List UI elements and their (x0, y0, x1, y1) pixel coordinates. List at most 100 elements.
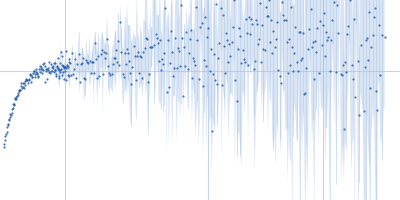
Point (186, 37, 193, 40)
Point (18, 82, 24, 85)
Point (6, 118, 12, 121)
Point (76, 80, 83, 83)
Point (64, 65, 71, 68)
Point (135, 51, 141, 54)
Point (45, 66, 52, 69)
Point (145, 80, 151, 83)
Point (237, 35, 244, 38)
Point (19, 86, 25, 90)
Point (13, 96, 19, 99)
Point (38, 65, 44, 69)
Point (379, 33, 386, 36)
Point (296, 31, 302, 34)
Point (322, 55, 328, 58)
Point (369, 33, 376, 36)
Point (58, 67, 64, 70)
Point (51, 62, 57, 65)
Point (216, 41, 223, 45)
Point (254, 23, 260, 26)
Point (147, 46, 153, 49)
Point (154, 41, 161, 45)
Point (250, 67, 257, 71)
Point (208, 48, 214, 51)
Point (33, 68, 40, 71)
Point (158, 68, 164, 72)
Point (53, 65, 60, 68)
Point (366, 11, 372, 14)
Point (91, 71, 97, 74)
Point (217, 6, 224, 9)
Point (36, 67, 42, 70)
Point (125, 51, 131, 55)
Point (328, 38, 334, 41)
Point (21, 86, 27, 89)
Point (173, 66, 180, 70)
Point (358, 44, 365, 47)
Point (333, 70, 339, 73)
Point (222, 71, 228, 74)
Point (116, 64, 122, 67)
Point (199, 22, 205, 25)
Point (98, 48, 105, 51)
Point (84, 61, 90, 64)
Point (57, 71, 64, 74)
Point (62, 70, 68, 73)
Point (35, 75, 41, 78)
Point (287, 64, 293, 67)
Point (177, 64, 183, 68)
Point (140, 50, 147, 53)
Point (92, 42, 98, 45)
Point (156, 60, 162, 63)
Point (291, 51, 298, 54)
Point (105, 65, 112, 68)
Point (132, 54, 138, 57)
Point (57, 68, 63, 71)
Point (190, 56, 196, 59)
Point (277, 74, 283, 78)
Point (301, 93, 308, 96)
Point (298, 58, 304, 61)
Point (129, 65, 136, 68)
Point (66, 60, 72, 64)
Point (264, 14, 270, 17)
Point (122, 52, 128, 55)
Point (230, 0, 237, 2)
Point (172, 37, 179, 40)
Point (32, 73, 38, 76)
Point (93, 57, 99, 61)
Point (315, 71, 322, 74)
Point (46, 70, 53, 73)
Point (194, 38, 201, 41)
Point (220, 13, 226, 16)
Point (58, 64, 65, 67)
Point (54, 65, 60, 68)
Point (97, 53, 104, 56)
Point (58, 50, 64, 53)
Point (48, 65, 55, 69)
Point (372, 6, 378, 9)
Point (90, 60, 96, 63)
Point (50, 64, 56, 67)
Point (110, 56, 117, 59)
Point (119, 72, 126, 75)
Point (130, 44, 137, 47)
Point (41, 62, 47, 65)
Point (268, 18, 274, 22)
Point (56, 76, 62, 79)
Point (27, 74, 34, 77)
Point (2, 134, 9, 138)
Point (29, 75, 35, 78)
Point (142, 37, 149, 40)
Point (26, 77, 32, 80)
Point (28, 80, 34, 83)
Point (88, 71, 94, 74)
Point (215, 57, 222, 60)
Point (334, 3, 340, 6)
Point (223, 32, 229, 35)
Point (78, 63, 84, 66)
Point (53, 73, 60, 76)
Point (171, 66, 178, 69)
Point (51, 70, 58, 74)
Point (114, 60, 120, 63)
Point (236, 26, 242, 29)
